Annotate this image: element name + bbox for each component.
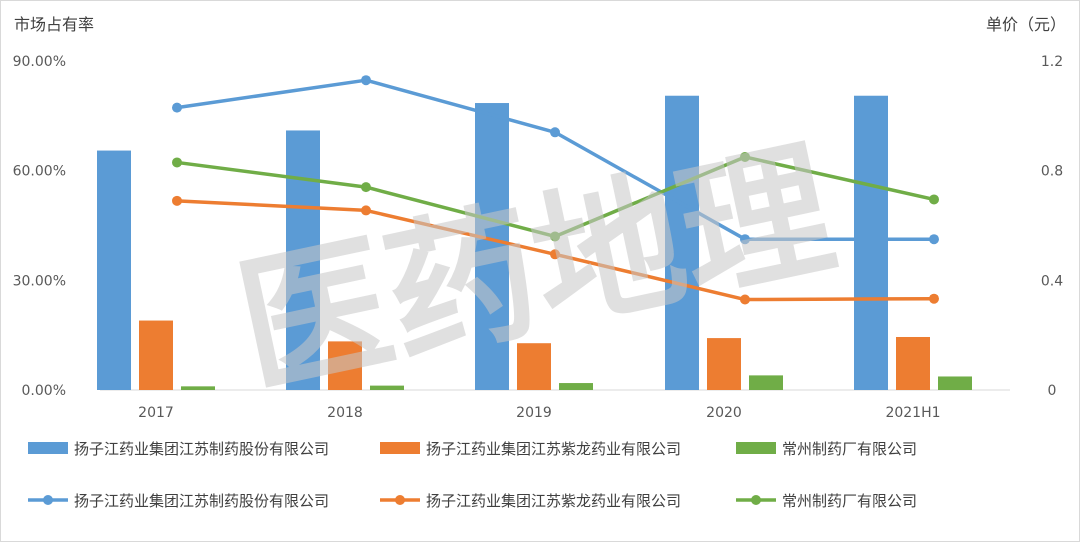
y-left-tick-labels: 0.00% 30.00% 60.00% 90.00% (13, 54, 66, 399)
line-series-group (172, 75, 939, 305)
y-right-axis-title: 单价（元） (986, 15, 1066, 34)
bar (328, 341, 362, 390)
legend-line-label: 扬子江药业集团江苏制药股份有限公司 (74, 492, 329, 510)
line-point (740, 151, 750, 162)
x-tick-label: 2021H1 (885, 405, 940, 421)
legend-bar-label: 扬子江药业集团江苏紫龙药业有限公司 (426, 440, 681, 458)
line-point (172, 195, 182, 206)
legend: 扬子江药业集团江苏制药股份有限公司 扬子江药业集团江苏紫龙药业有限公司 常州制药厂有… (28, 440, 917, 510)
y-right-tick-label: 1.2 (1041, 54, 1063, 70)
x-tick-label: 2020 (706, 405, 742, 421)
line-point (172, 102, 182, 113)
line-point (361, 75, 371, 86)
y-left-tick-label: 90.00% (13, 54, 66, 70)
bar (181, 386, 215, 390)
legend-bar-label: 常州制药厂有限公司 (782, 440, 917, 458)
bar (97, 150, 131, 390)
bar (938, 376, 972, 390)
legend-line-label: 扬子江药业集团江苏紫龙药业有限公司 (426, 492, 681, 510)
legend-line-marker (751, 495, 761, 505)
line-point (929, 234, 939, 245)
bar (559, 383, 593, 390)
bar (370, 385, 404, 390)
legend-bar-swatch (380, 442, 420, 454)
line-point (929, 293, 939, 304)
bar (139, 320, 173, 390)
bar (749, 375, 783, 390)
x-tick-label: 2017 (138, 405, 174, 421)
bar (475, 103, 509, 391)
bar (854, 95, 888, 390)
line-point (550, 127, 560, 138)
x-tick-label: 2018 (327, 405, 363, 421)
line-point (550, 249, 560, 260)
y-left-axis-title: 市场占有率 (14, 15, 94, 34)
line-point (361, 205, 371, 216)
line-point (740, 294, 750, 305)
line-point (172, 157, 182, 168)
x-tick-labels: 2017 2018 2019 2020 2021H1 (138, 405, 940, 421)
y-right-tick-labels: 0 0.4 0.8 1.2 (1041, 54, 1063, 399)
bar-series-group (97, 95, 972, 391)
y-left-tick-label: 60.00% (13, 164, 66, 180)
y-right-tick-label: 0 (1048, 383, 1057, 399)
line-point (550, 231, 560, 242)
legend-line-marker (43, 495, 53, 505)
bar (517, 343, 551, 390)
bar (665, 95, 699, 390)
legend-bar-swatch (736, 442, 776, 454)
bar (896, 336, 930, 390)
legend-bar-swatch (28, 442, 68, 454)
legend-bar-label: 扬子江药业集团江苏制药股份有限公司 (74, 440, 329, 458)
y-right-tick-label: 0.8 (1041, 164, 1063, 180)
x-tick-label: 2019 (516, 405, 552, 421)
bar (286, 130, 320, 390)
y-left-tick-label: 0.00% (22, 383, 66, 399)
line-point (740, 234, 750, 245)
line-point (361, 182, 371, 193)
bar (707, 338, 741, 390)
line-point (929, 194, 939, 205)
y-right-tick-label: 0.4 (1041, 273, 1063, 289)
y-left-tick-label: 30.00% (13, 273, 66, 289)
legend-line-label: 常州制药厂有限公司 (782, 492, 917, 510)
legend-line-marker (395, 495, 405, 505)
